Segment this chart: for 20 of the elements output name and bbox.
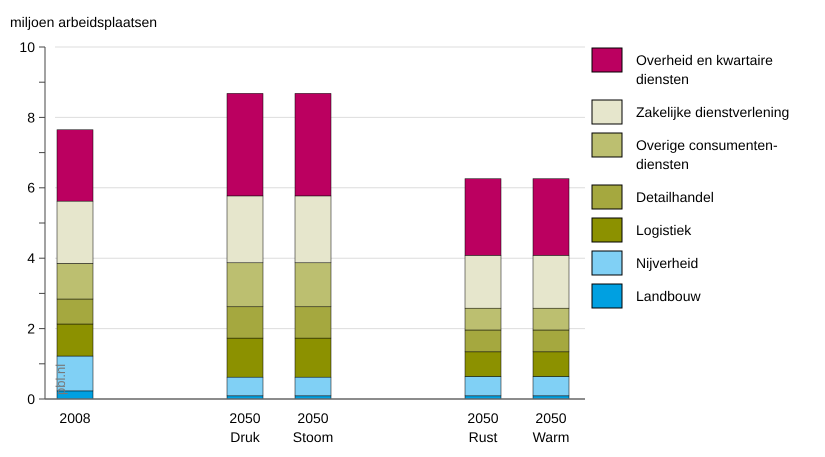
legend-label: Nijverheid (636, 255, 698, 271)
x-tick-label: 2050 Druk (229, 410, 261, 445)
annotation: pbl.nl (53, 364, 68, 395)
x-tick-label: 2050 Rust (467, 410, 499, 445)
x-tick-label: 2008 (59, 410, 91, 426)
y-tick-label: 6 (27, 180, 36, 196)
legend-label: Overheid en kwartaire diensten (636, 52, 774, 87)
y-tick-label: 2 (27, 320, 36, 336)
legend-label: Zakelijke dienstverlening (636, 104, 790, 120)
x-tick-label: 2050 Warm (532, 410, 570, 445)
y-tick-label: 8 (27, 109, 36, 126)
y-tick-label: 10 (19, 38, 36, 55)
y-tick-label: 4 (27, 250, 36, 266)
x-tick-label: 2050 Stoom (292, 410, 334, 445)
legend-label: Logistiek (636, 222, 692, 238)
legend-label: Detailhandel (636, 189, 714, 205)
legend-label: Landbouw (636, 288, 702, 304)
y-tick-label: 0 (27, 390, 36, 407)
y-axis-title: miljoen arbeidsplaatsen (10, 14, 158, 30)
legend-label: Overige consumenten-diensten (636, 137, 778, 172)
